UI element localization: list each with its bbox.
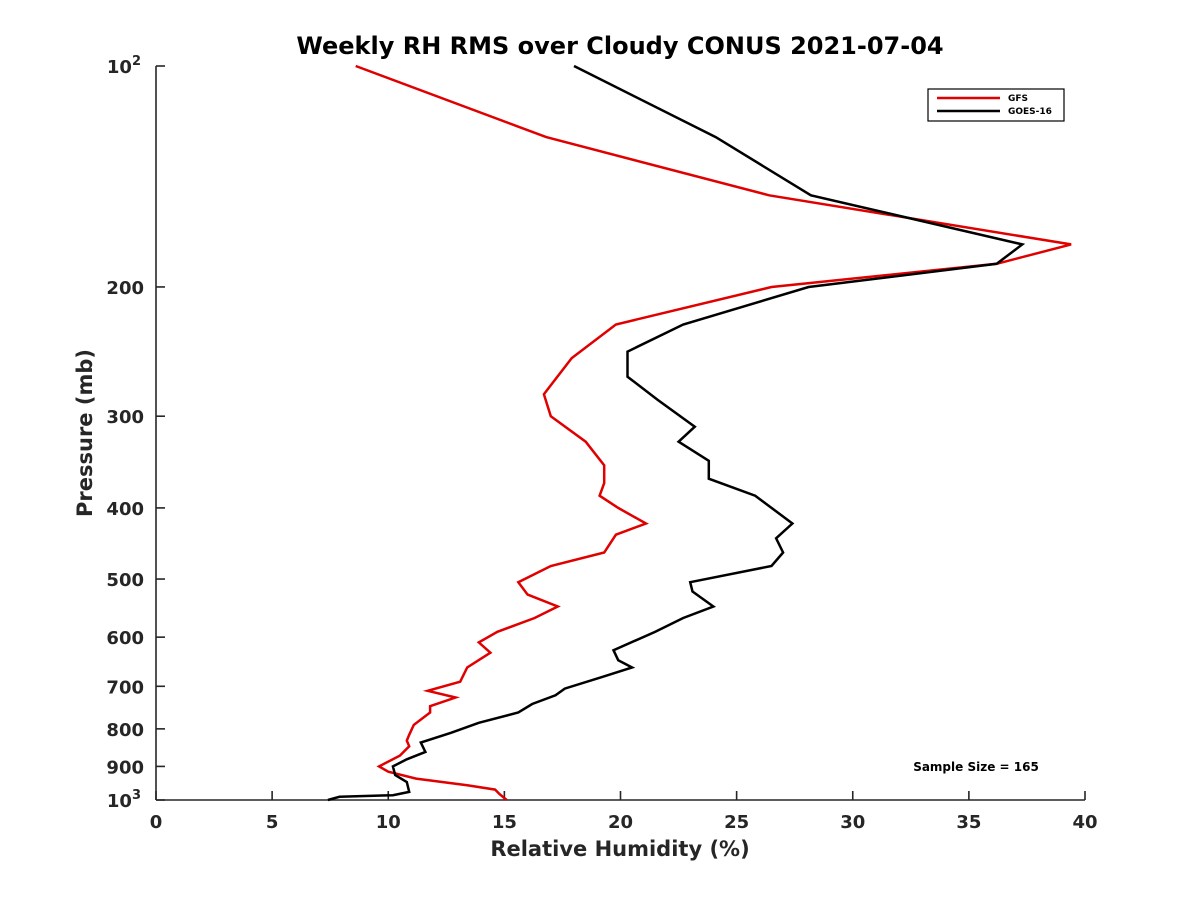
y-tick-label: 500 [106,570,144,591]
y-tick-label: 700 [106,677,144,698]
y-axis-label: Pressure (mb) [73,349,97,517]
x-tick-label: 30 [840,812,865,833]
x-tick-label: 20 [608,812,633,833]
y-tick-label: 400 [106,499,144,520]
y-tick-label: 800 [106,720,144,741]
x-tick-label: 0 [150,812,163,833]
sample-size-annotation: Sample Size = 165 [913,760,1039,774]
x-tick-label: 35 [956,812,981,833]
chart-title: Weekly RH RMS over Cloudy CONUS 2021-07-… [296,32,943,60]
x-tick-label: 40 [1072,812,1097,833]
legend-label-gfs: GFS [1008,94,1028,104]
y-tick-label: 102 [107,54,141,78]
y-tick-label: 900 [106,757,144,778]
y-tick-label: 103 [107,788,141,812]
legend-label-goes-16: GOES-16 [1008,107,1052,117]
y-tick-label: 600 [106,628,144,649]
legend[interactable]: GFS GOES-16 [927,88,1065,122]
y-tick-label: 300 [106,407,144,428]
series-line-goes-16 [327,64,1026,802]
x-tick-label: 15 [492,812,517,833]
x-axis-label: Relative Humidity (%) [490,837,749,861]
x-tick-label: 25 [724,812,749,833]
y-tick-label: 200 [106,278,144,299]
series-line-gfs [355,64,1072,801]
series-layer [327,64,1072,802]
x-tick-label: 10 [376,812,401,833]
x-tick-label: 5 [266,812,279,833]
axes: 0 5 10 15 20 25 30 35 40 102 200 300 400 500 600 700 800… [106,54,1097,833]
legend-box [927,88,1065,122]
